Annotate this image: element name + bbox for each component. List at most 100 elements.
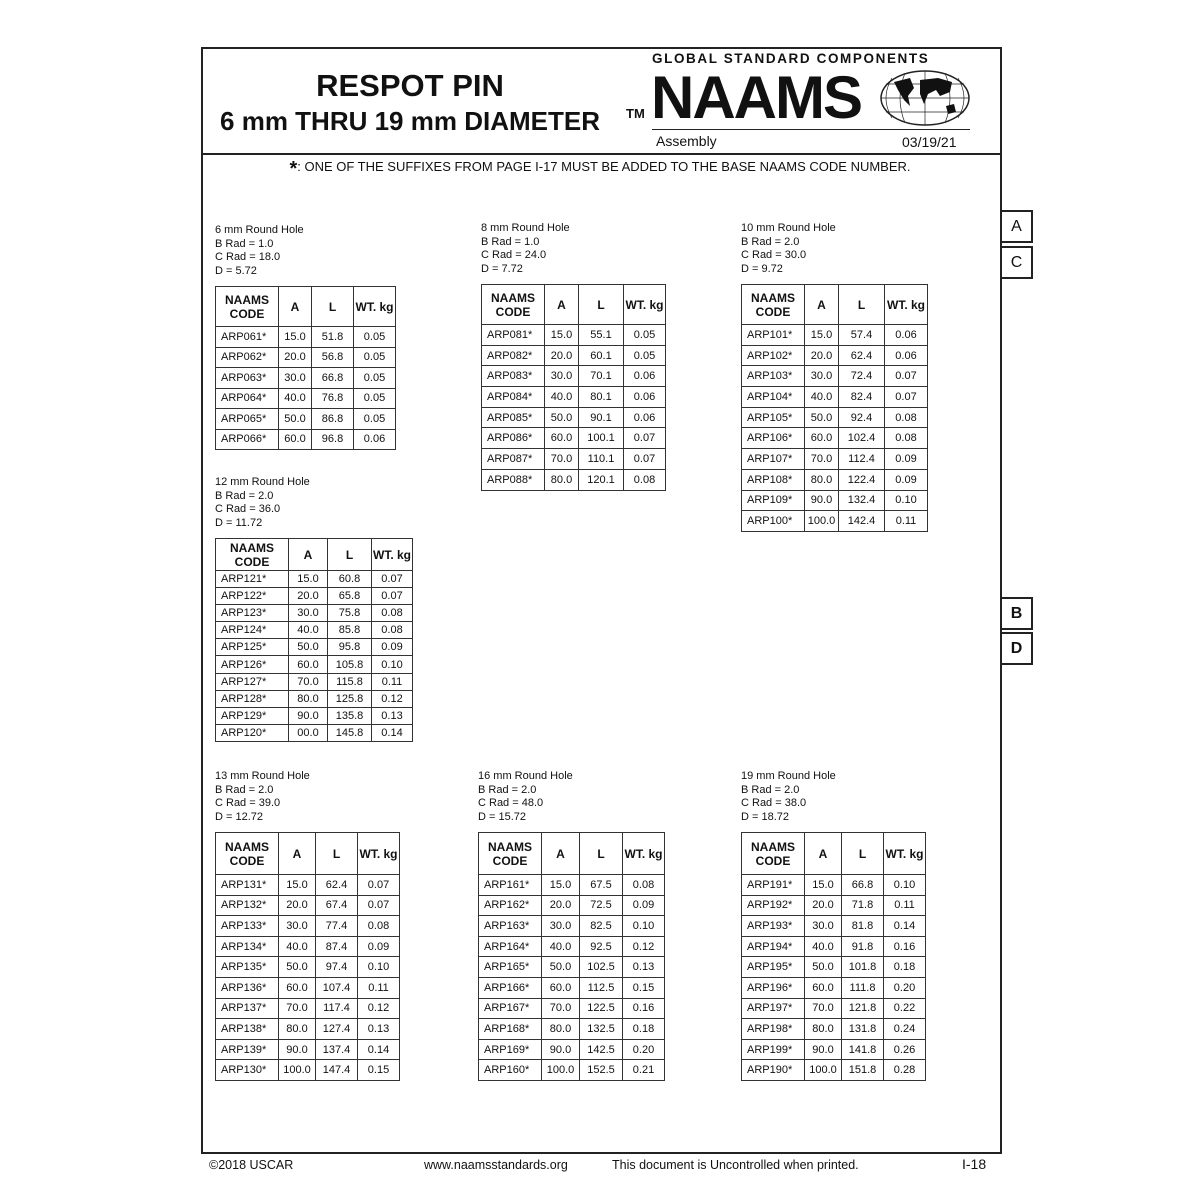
table-row: ARP162* 20.0 72.5 0.09 <box>478 894 665 917</box>
spec-title: 13 mm Round Hole <box>215 770 310 782</box>
spec-d: D = 7.72 <box>481 262 523 275</box>
cell-code: ARP087* <box>481 448 545 470</box>
spec-info: 13 mm Round Hole B Rad = 2.0 C Rad = 39.0 D… <box>215 770 400 824</box>
table-row: ARP061* 15.0 51.8 0.05 <box>215 326 396 348</box>
cell-wt: 0.09 <box>357 935 400 958</box>
cell-l: 60.8 <box>327 569 372 589</box>
cell-code: ARP198* <box>741 1018 805 1040</box>
spec-d: D = 18.72 <box>741 810 790 823</box>
cell-code: ARP106* <box>741 427 805 450</box>
spec-table: NAAMS CODE A L WT. kg ARP061* 15.0 51.8 0.05 ARP… <box>215 286 396 450</box>
cell-a: 70.0 <box>804 997 842 1020</box>
table-row: ARP062* 20.0 56.8 0.05 <box>215 346 396 368</box>
side-tab-c[interactable]: C <box>1000 246 1033 279</box>
column-header-l: L <box>841 832 884 875</box>
cell-code: ARP133* <box>215 915 279 937</box>
table-row: ARP081* 15.0 55.1 0.05 <box>481 324 666 346</box>
table-row: ARP191* 15.0 66.8 0.10 <box>741 874 926 896</box>
cell-code: ARP108* <box>741 468 805 491</box>
column-header-code: NAAMS CODE <box>478 832 542 875</box>
cell-wt: 0.08 <box>371 621 413 640</box>
spec-title: 10 mm Round Hole <box>741 222 836 234</box>
cell-wt: 0.06 <box>884 344 928 367</box>
cell-code: ARP190* <box>741 1059 805 1081</box>
cell-l: 112.4 <box>838 448 885 470</box>
table-row: ARP195* 50.0 101.8 0.18 <box>741 956 926 978</box>
column-header-l: L <box>579 832 623 875</box>
cell-code: ARP066* <box>215 428 279 450</box>
category-label: Assembly <box>656 133 717 149</box>
cell-a: 30.0 <box>804 365 839 388</box>
cell-wt: 0.22 <box>883 997 926 1020</box>
spec-info: 12 mm Round Hole B Rad = 2.0 C Rad = 36.0 D… <box>215 476 413 530</box>
cell-wt: 0.08 <box>623 468 666 491</box>
table-row: ARP082* 20.0 60.1 0.05 <box>481 344 666 367</box>
table-row: ARP138* 80.0 127.4 0.13 <box>215 1018 400 1040</box>
cell-wt: 0.15 <box>622 976 665 999</box>
cell-l: 137.4 <box>315 1038 358 1061</box>
cell-a: 40.0 <box>541 935 580 958</box>
cell-code: ARP128* <box>215 689 289 708</box>
cell-l: 71.8 <box>841 894 884 917</box>
cell-l: 67.4 <box>315 894 358 917</box>
cell-wt: 0.05 <box>353 346 396 368</box>
table-header: NAAMS CODE A L WT. kg <box>741 284 928 325</box>
table-row: ARP133* 30.0 77.4 0.08 <box>215 915 400 937</box>
cell-wt: 0.08 <box>622 874 665 896</box>
cell-code: ARP062* <box>215 346 279 368</box>
cell-a: 20.0 <box>804 894 842 917</box>
table-row: ARP168* 80.0 132.5 0.18 <box>478 1018 665 1040</box>
cell-wt: 0.07 <box>357 894 400 917</box>
cell-a: 90.0 <box>288 706 328 725</box>
cell-code: ARP102* <box>741 344 805 367</box>
cell-l: 66.8 <box>841 874 884 896</box>
table-header: NAAMS CODE A L WT. kg <box>215 286 396 327</box>
cell-wt: 0.07 <box>623 448 666 470</box>
cell-a: 70.0 <box>288 672 328 691</box>
cell-l: 112.5 <box>579 976 623 999</box>
cell-wt: 0.10 <box>357 956 400 978</box>
cell-a: 40.0 <box>804 386 839 408</box>
cell-code: ARP083* <box>481 365 545 388</box>
side-tab-a[interactable]: A <box>1000 210 1033 243</box>
cell-l: 76.8 <box>311 387 354 409</box>
cell-a: 80.0 <box>278 1018 316 1040</box>
table-row: ARP086* 60.0 100.1 0.07 <box>481 427 666 450</box>
spec-table: NAAMS CODE A L WT. kg ARP191* 15.0 66.8 0.10 ARP… <box>741 832 926 1081</box>
spec-title: 19 mm Round Hole <box>741 770 836 782</box>
cell-wt: 0.06 <box>623 406 666 429</box>
table-row: ARP166* 60.0 112.5 0.15 <box>478 976 665 999</box>
cell-code: ARP164* <box>478 935 542 958</box>
side-tab-b[interactable]: B <box>1000 597 1033 630</box>
cell-code: ARP167* <box>478 997 542 1020</box>
spec-crad: C Rad = 36.0 <box>215 503 281 515</box>
cell-l: 117.4 <box>315 997 358 1020</box>
side-tab-d[interactable]: D <box>1000 632 1033 665</box>
cell-code: ARP065* <box>215 408 279 430</box>
trademark: TM <box>626 106 645 121</box>
spec-d: D = 9.72 <box>741 262 783 275</box>
globe-icon <box>880 70 970 126</box>
cell-a: 100.0 <box>804 510 839 532</box>
cell-a: 15.0 <box>804 324 839 346</box>
table-row: ARP087* 70.0 110.1 0.07 <box>481 448 666 470</box>
spec-block: 12 mm Round Hole B Rad = 2.0 C Rad = 36.0 D… <box>215 476 413 742</box>
cell-a: 90.0 <box>278 1038 316 1061</box>
column-header-l: L <box>315 832 358 875</box>
table-row: ARP066* 60.0 96.8 0.06 <box>215 428 396 450</box>
table-row: ARP125* 50.0 95.8 0.09 <box>215 638 413 657</box>
column-header-code: NAAMS CODE <box>741 284 805 325</box>
cell-l: 147.4 <box>315 1059 358 1081</box>
page-title: RESPOT PIN <box>316 68 504 103</box>
cell-l: 142.4 <box>838 510 885 532</box>
cell-code: ARP126* <box>215 655 289 674</box>
cell-l: 51.8 <box>311 326 354 348</box>
cell-code: ARP196* <box>741 976 805 999</box>
spec-info: 19 mm Round Hole B Rad = 2.0 C Rad = 38.0 D… <box>741 770 926 824</box>
spec-brad: B Rad = 2.0 <box>215 489 274 502</box>
cell-code: ARP168* <box>478 1018 542 1040</box>
table-row: ARP104* 40.0 82.4 0.07 <box>741 386 928 408</box>
cell-wt: 0.21 <box>622 1059 665 1081</box>
cell-a: 30.0 <box>541 915 580 937</box>
footer-url[interactable]: www.naamsstandards.org <box>424 1158 568 1172</box>
